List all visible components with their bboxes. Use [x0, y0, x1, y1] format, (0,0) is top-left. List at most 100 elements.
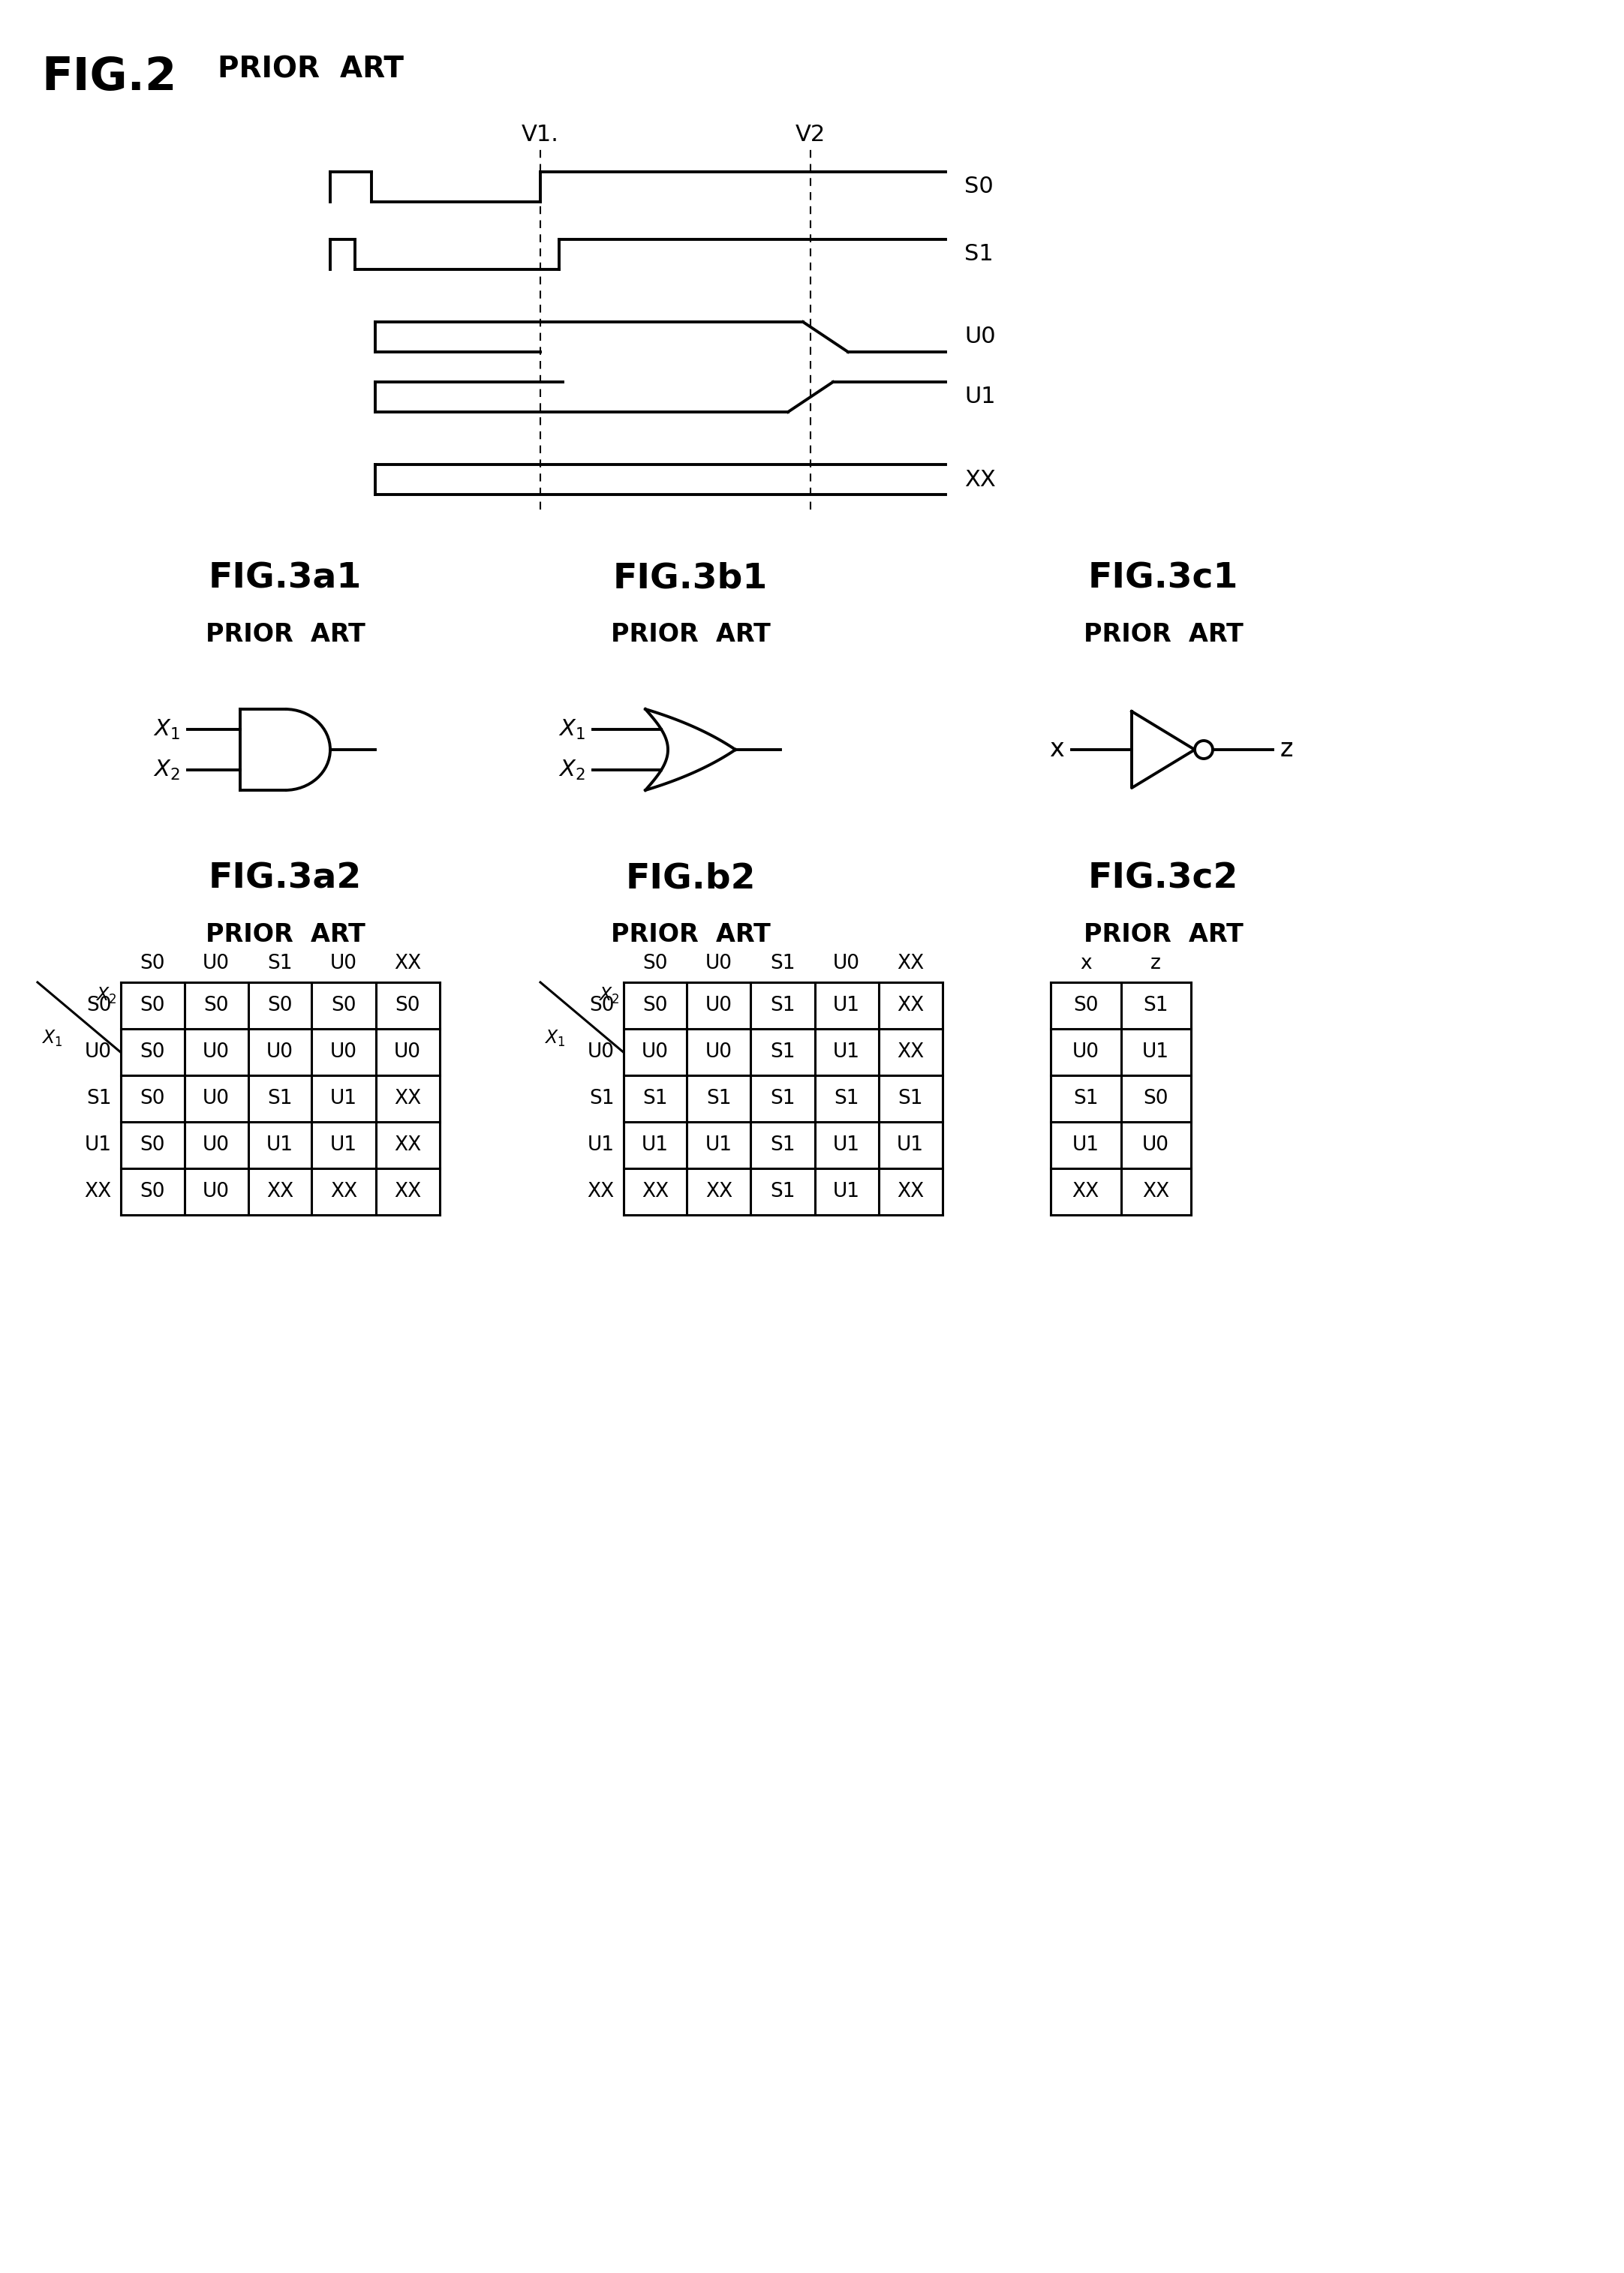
Text: XX: XX	[395, 1136, 421, 1155]
Text: U1: U1	[1142, 1043, 1169, 1061]
Text: U0: U0	[330, 1043, 357, 1061]
Text: S0: S0	[331, 996, 356, 1016]
Text: U0: U0	[203, 1089, 229, 1109]
Text: $\mathit{X}_1$: $\mathit{X}_1$	[559, 718, 585, 741]
Text: S1: S1	[770, 996, 796, 1016]
Text: XX: XX	[641, 1182, 669, 1202]
Text: S0: S0	[1073, 996, 1098, 1016]
Text: U0: U0	[395, 1043, 421, 1061]
Text: U1: U1	[833, 1136, 861, 1155]
Text: U1: U1	[833, 1182, 861, 1202]
Text: S0: S0	[590, 996, 614, 1016]
Text: U1: U1	[330, 1089, 357, 1109]
Text: U0: U0	[203, 1043, 229, 1061]
Text: XX: XX	[330, 1182, 357, 1202]
Text: S0: S0	[643, 996, 667, 1016]
Text: U0: U0	[705, 1043, 732, 1061]
Text: PRIOR  ART: PRIOR ART	[205, 623, 365, 648]
Text: S1: S1	[770, 1182, 796, 1202]
Text: S0: S0	[1143, 1089, 1169, 1109]
Text: $\mathit{X}_1$: $\mathit{X}_1$	[544, 1030, 565, 1048]
Text: x: x	[1049, 736, 1064, 761]
Text: U1: U1	[84, 1136, 112, 1155]
Text: S1: S1	[1073, 1089, 1098, 1109]
Text: U0: U0	[330, 955, 357, 973]
Text: $\mathit{X}_2$: $\mathit{X}_2$	[598, 986, 619, 1005]
Text: XX: XX	[395, 955, 421, 973]
Text: PRIOR  ART: PRIOR ART	[611, 623, 770, 648]
Text: U0: U0	[203, 1182, 229, 1202]
Text: S0: S0	[643, 955, 667, 973]
Text: $\mathit{X}_1$: $\mathit{X}_1$	[153, 718, 180, 741]
Text: $\mathit{X}_2$: $\mathit{X}_2$	[559, 759, 585, 782]
Text: XX: XX	[395, 1182, 421, 1202]
Text: XX: XX	[395, 1089, 421, 1109]
Text: S1: S1	[770, 1043, 796, 1061]
Text: U1: U1	[705, 1136, 732, 1155]
Text: XX: XX	[586, 1182, 614, 1202]
Text: $\mathit{X}_1$: $\mathit{X}_1$	[41, 1030, 62, 1048]
Text: S1: S1	[770, 1136, 796, 1155]
Text: U1: U1	[833, 1043, 861, 1061]
Text: S0: S0	[268, 996, 292, 1016]
Text: S1: S1	[965, 243, 994, 266]
Text: PRIOR  ART: PRIOR ART	[1083, 923, 1242, 948]
Text: S0: S0	[140, 1182, 166, 1202]
Text: U1: U1	[641, 1136, 669, 1155]
Text: S1: S1	[1143, 996, 1169, 1016]
Text: V1.: V1.	[521, 123, 559, 145]
Text: U1: U1	[330, 1136, 357, 1155]
Text: S0: S0	[140, 996, 166, 1016]
Text: S1: S1	[86, 1089, 112, 1109]
Text: FIG.3c1: FIG.3c1	[1088, 561, 1239, 596]
Text: z: z	[1151, 955, 1161, 973]
Text: U0: U0	[266, 1043, 294, 1061]
Text: FIG.3a1: FIG.3a1	[208, 561, 362, 596]
Text: U0: U0	[641, 1043, 669, 1061]
Text: S0: S0	[86, 996, 112, 1016]
Text: S0: S0	[395, 996, 421, 1016]
Text: U0: U0	[203, 1136, 229, 1155]
Text: S1: S1	[835, 1089, 859, 1109]
Text: PRIOR  ART: PRIOR ART	[611, 923, 770, 948]
Text: S1: S1	[268, 955, 292, 973]
Text: PRIOR  ART: PRIOR ART	[218, 55, 404, 84]
Text: U1: U1	[588, 1136, 614, 1155]
Text: U1: U1	[833, 996, 861, 1016]
Text: XX: XX	[1142, 1182, 1169, 1202]
Text: FIG.2: FIG.2	[41, 55, 177, 100]
Text: S0: S0	[140, 1136, 166, 1155]
Text: U0: U0	[203, 955, 229, 973]
Text: XX: XX	[896, 996, 924, 1016]
Text: FIG.3c2: FIG.3c2	[1088, 861, 1239, 896]
Text: U0: U0	[1072, 1043, 1099, 1061]
Text: XX: XX	[896, 955, 924, 973]
Text: S1: S1	[770, 1089, 796, 1109]
Text: XX: XX	[896, 1043, 924, 1061]
Text: S1: S1	[268, 1089, 292, 1109]
Text: U0: U0	[588, 1043, 614, 1061]
Text: PRIOR  ART: PRIOR ART	[1083, 623, 1242, 648]
Text: $\mathit{X}_2$: $\mathit{X}_2$	[96, 986, 117, 1005]
Text: S1: S1	[898, 1089, 922, 1109]
Text: FIG.3b1: FIG.3b1	[612, 561, 768, 596]
Text: U0: U0	[705, 955, 732, 973]
Text: S1: S1	[590, 1089, 614, 1109]
Text: FIG.b2: FIG.b2	[625, 861, 755, 896]
Text: XX: XX	[1072, 1182, 1099, 1202]
Text: FIG.3a2: FIG.3a2	[208, 861, 362, 896]
Text: XX: XX	[266, 1182, 294, 1202]
Text: XX: XX	[896, 1182, 924, 1202]
Text: S0: S0	[140, 1089, 166, 1109]
Text: U0: U0	[705, 996, 732, 1016]
Text: U0: U0	[833, 955, 861, 973]
Text: S0: S0	[140, 1043, 166, 1061]
Text: x: x	[1080, 955, 1091, 973]
Text: S1: S1	[643, 1089, 667, 1109]
Text: U1: U1	[266, 1136, 294, 1155]
Text: U1: U1	[1072, 1136, 1099, 1155]
Text: U1: U1	[896, 1136, 924, 1155]
Text: XX: XX	[965, 468, 996, 491]
Text: S0: S0	[140, 955, 166, 973]
Text: S0: S0	[965, 175, 994, 198]
